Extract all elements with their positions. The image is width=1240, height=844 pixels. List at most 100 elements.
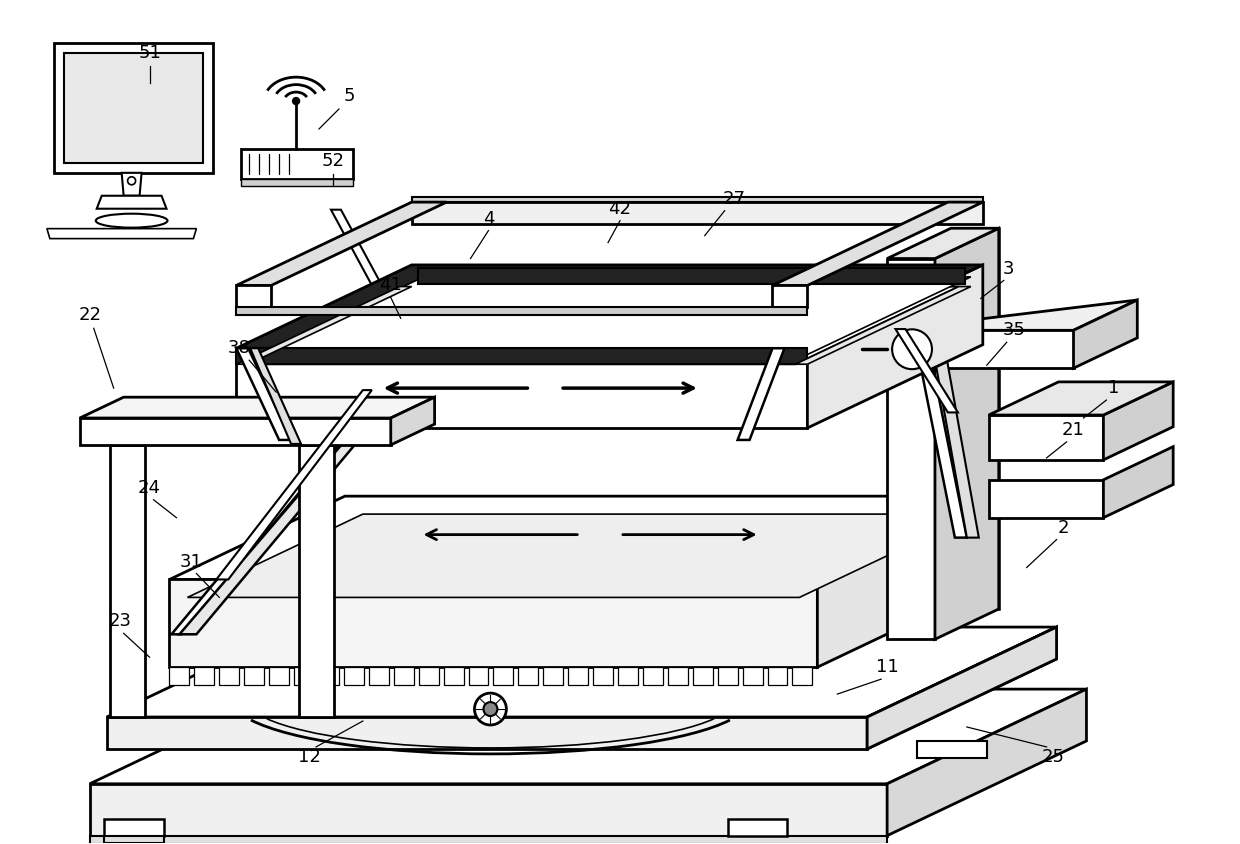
Text: 4: 4	[482, 209, 495, 228]
Polygon shape	[391, 398, 434, 445]
Polygon shape	[104, 819, 164, 836]
Polygon shape	[773, 285, 807, 307]
Polygon shape	[294, 668, 314, 685]
Text: 5: 5	[343, 87, 355, 105]
Polygon shape	[568, 668, 588, 685]
Polygon shape	[906, 299, 967, 538]
Circle shape	[892, 329, 932, 369]
Polygon shape	[887, 300, 1137, 330]
Text: 1: 1	[1107, 379, 1118, 398]
Polygon shape	[887, 258, 935, 639]
Text: 51: 51	[138, 44, 161, 62]
Polygon shape	[1104, 446, 1173, 517]
Polygon shape	[170, 580, 817, 668]
Polygon shape	[170, 496, 993, 580]
Text: 12: 12	[298, 748, 320, 766]
Polygon shape	[244, 668, 264, 685]
Polygon shape	[518, 668, 538, 685]
Polygon shape	[988, 381, 1173, 415]
Polygon shape	[242, 149, 353, 179]
Polygon shape	[237, 285, 272, 307]
Polygon shape	[618, 668, 637, 685]
Polygon shape	[368, 668, 389, 685]
Polygon shape	[988, 415, 1104, 460]
Polygon shape	[170, 668, 190, 685]
Polygon shape	[593, 668, 613, 685]
Polygon shape	[768, 668, 787, 685]
Polygon shape	[668, 668, 688, 685]
Polygon shape	[419, 668, 439, 685]
Text: 41: 41	[379, 277, 402, 295]
Polygon shape	[743, 668, 763, 685]
Polygon shape	[718, 668, 738, 685]
Polygon shape	[951, 228, 998, 609]
Polygon shape	[988, 479, 1104, 517]
Circle shape	[293, 98, 300, 105]
Polygon shape	[237, 265, 983, 349]
Text: 25: 25	[1042, 748, 1065, 766]
Polygon shape	[319, 668, 339, 685]
Polygon shape	[1074, 300, 1137, 368]
Circle shape	[128, 176, 135, 185]
Polygon shape	[343, 668, 363, 685]
Polygon shape	[216, 390, 372, 580]
Text: 11: 11	[875, 658, 899, 676]
Text: 2: 2	[1058, 519, 1069, 537]
Polygon shape	[237, 349, 807, 428]
Polygon shape	[180, 428, 368, 635]
Text: 21: 21	[1063, 421, 1085, 439]
Polygon shape	[895, 329, 957, 413]
Text: 52: 52	[321, 152, 345, 170]
Polygon shape	[107, 717, 867, 749]
Polygon shape	[237, 202, 446, 285]
Polygon shape	[444, 668, 464, 685]
Polygon shape	[237, 307, 807, 316]
Text: 42: 42	[609, 200, 631, 218]
Polygon shape	[89, 689, 1086, 784]
Polygon shape	[331, 209, 453, 416]
Polygon shape	[107, 627, 1056, 717]
Text: 23: 23	[108, 613, 131, 630]
Polygon shape	[795, 287, 971, 365]
Polygon shape	[693, 668, 713, 685]
Polygon shape	[63, 53, 203, 163]
Polygon shape	[89, 784, 887, 836]
Polygon shape	[97, 196, 166, 208]
Text: 22: 22	[78, 306, 102, 324]
Text: 38: 38	[228, 339, 250, 357]
Polygon shape	[924, 299, 978, 538]
Polygon shape	[469, 668, 489, 685]
Polygon shape	[773, 202, 983, 285]
Polygon shape	[394, 668, 414, 685]
Polygon shape	[807, 265, 983, 428]
Polygon shape	[187, 514, 975, 598]
Polygon shape	[53, 43, 213, 173]
Polygon shape	[418, 268, 965, 284]
Polygon shape	[242, 179, 353, 186]
Polygon shape	[935, 228, 998, 639]
Circle shape	[484, 702, 497, 716]
Polygon shape	[248, 277, 971, 360]
Text: 35: 35	[1002, 322, 1025, 339]
Polygon shape	[89, 836, 887, 844]
Text: 31: 31	[180, 553, 203, 571]
Polygon shape	[79, 418, 391, 445]
Polygon shape	[219, 668, 239, 685]
Polygon shape	[171, 428, 353, 635]
Ellipse shape	[95, 214, 167, 228]
Text: 24: 24	[138, 479, 161, 497]
Polygon shape	[792, 668, 812, 685]
Polygon shape	[248, 287, 959, 365]
Polygon shape	[412, 202, 983, 224]
Polygon shape	[237, 349, 807, 365]
Polygon shape	[728, 819, 787, 836]
Polygon shape	[887, 330, 1074, 368]
Polygon shape	[109, 445, 145, 717]
Polygon shape	[642, 668, 663, 685]
Polygon shape	[237, 349, 291, 440]
Text: 27: 27	[723, 190, 746, 208]
Polygon shape	[250, 349, 301, 444]
Polygon shape	[269, 668, 289, 685]
Polygon shape	[738, 349, 785, 440]
Polygon shape	[412, 197, 983, 202]
